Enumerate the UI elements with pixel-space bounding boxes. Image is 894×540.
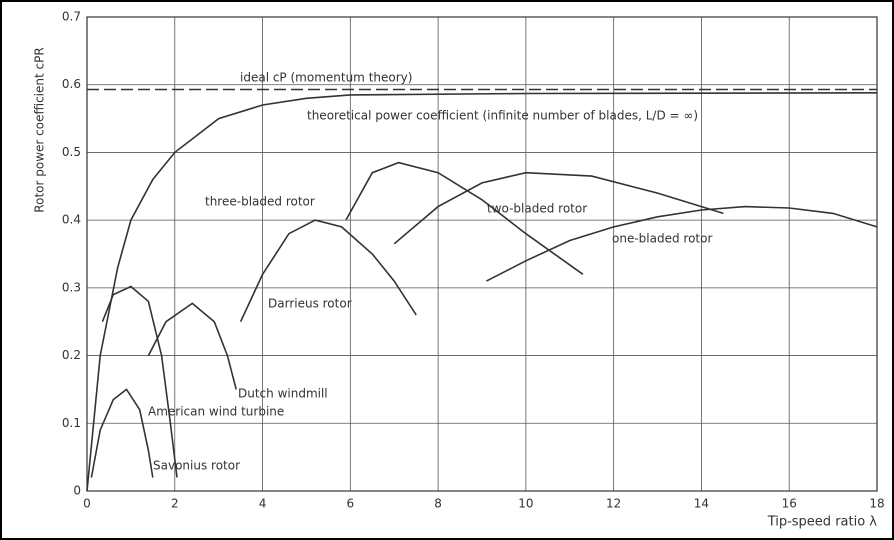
x-tick-label: 18 bbox=[869, 497, 884, 511]
curve-label: Darrieus rotor bbox=[268, 297, 352, 311]
curve-label: Dutch windmill bbox=[238, 387, 328, 401]
x-tick-label: 0 bbox=[83, 497, 91, 511]
y-tick-label: 0.2 bbox=[62, 348, 81, 362]
x-tick-label: 10 bbox=[518, 497, 533, 511]
curve-label: three-bladed rotor bbox=[205, 195, 315, 209]
y-tick-label: 0.4 bbox=[62, 213, 81, 227]
x-tick-label: 6 bbox=[347, 497, 355, 511]
y-tick-label: 0.3 bbox=[62, 280, 81, 294]
y-axis-label: Rotor power coefficient cPR bbox=[33, 47, 47, 212]
y-tick-label: 0.5 bbox=[62, 145, 81, 159]
frame bbox=[1, 1, 893, 539]
x-tick-label: 12 bbox=[606, 497, 621, 511]
curve-label: ideal cP (momentum theory) bbox=[240, 71, 412, 85]
curve-label: American wind turbine bbox=[148, 405, 284, 419]
curve-label: Savonius rotor bbox=[153, 459, 240, 473]
x-axis-label: Tip-speed ratio λ bbox=[767, 515, 878, 530]
curve-label: two-bladed rotor bbox=[487, 202, 587, 216]
x-tick-label: 16 bbox=[782, 497, 797, 511]
curve-label: theoretical power coefficient (infinite … bbox=[307, 109, 698, 123]
x-tick-label: 2 bbox=[171, 497, 179, 511]
curve-label: one-bladed rotor bbox=[612, 232, 712, 246]
y-tick-label: 0.6 bbox=[62, 77, 81, 91]
y-tick-label: 0.1 bbox=[62, 416, 81, 430]
y-tick-label: 0.7 bbox=[62, 10, 81, 24]
x-tick-label: 4 bbox=[259, 497, 267, 511]
y-tick-label: 0 bbox=[73, 484, 81, 498]
chart: Rotor power coefficient cPR Tip-speed ra… bbox=[0, 0, 894, 540]
x-tick-label: 14 bbox=[694, 497, 709, 511]
x-tick-label: 8 bbox=[434, 497, 442, 511]
